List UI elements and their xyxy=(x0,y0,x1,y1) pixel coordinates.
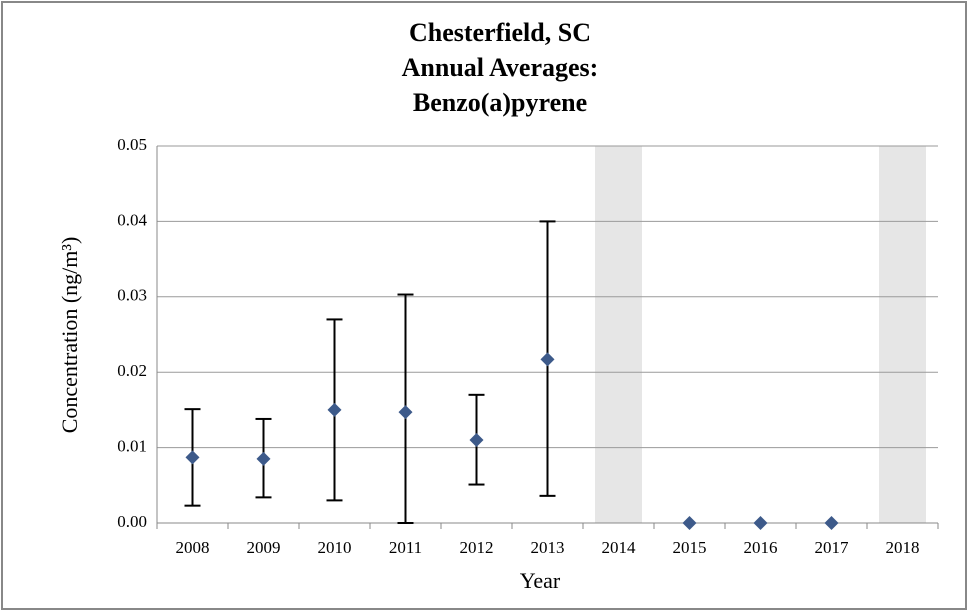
x-tick-label: 2011 xyxy=(389,538,422,557)
marker xyxy=(398,405,413,420)
x-tick-label: 2009 xyxy=(247,538,281,557)
y-tick-label: 0.03 xyxy=(117,286,147,305)
x-tick-label: 2015 xyxy=(673,538,707,557)
y-tick-label: 0.01 xyxy=(117,437,147,456)
y-axis-label: Concentration (ng/m³) xyxy=(57,237,82,434)
chart-title: Benzo(a)pyrene xyxy=(413,88,587,117)
x-axis-label: Year xyxy=(520,568,561,593)
marker xyxy=(824,516,839,530)
marker xyxy=(540,352,555,367)
marker xyxy=(185,450,200,465)
y-tick-label: 0.02 xyxy=(117,361,147,380)
x-tick-label: 2013 xyxy=(531,538,565,557)
x-tick-label: 2014 xyxy=(602,538,637,557)
x-tick-label: 2012 xyxy=(460,538,494,557)
y-tick-label: 0.04 xyxy=(117,210,147,229)
chart-title: Chesterfield, SC xyxy=(409,18,591,47)
y-tick-label: 0.05 xyxy=(117,135,147,154)
marker xyxy=(753,516,768,530)
marker xyxy=(682,516,697,530)
marker xyxy=(256,451,271,466)
x-tick-label: 2017 xyxy=(815,538,850,557)
marker xyxy=(327,402,342,417)
x-tick-label: 2008 xyxy=(176,538,210,557)
chart-title: Annual Averages: xyxy=(402,53,599,82)
no-data-band xyxy=(879,146,926,523)
x-tick-label: 2010 xyxy=(318,538,352,557)
x-tick-label: 2018 xyxy=(886,538,920,557)
no-data-band xyxy=(595,146,642,523)
y-tick-label: 0.00 xyxy=(117,512,147,531)
x-tick-label: 2016 xyxy=(744,538,778,557)
marker xyxy=(469,433,484,448)
